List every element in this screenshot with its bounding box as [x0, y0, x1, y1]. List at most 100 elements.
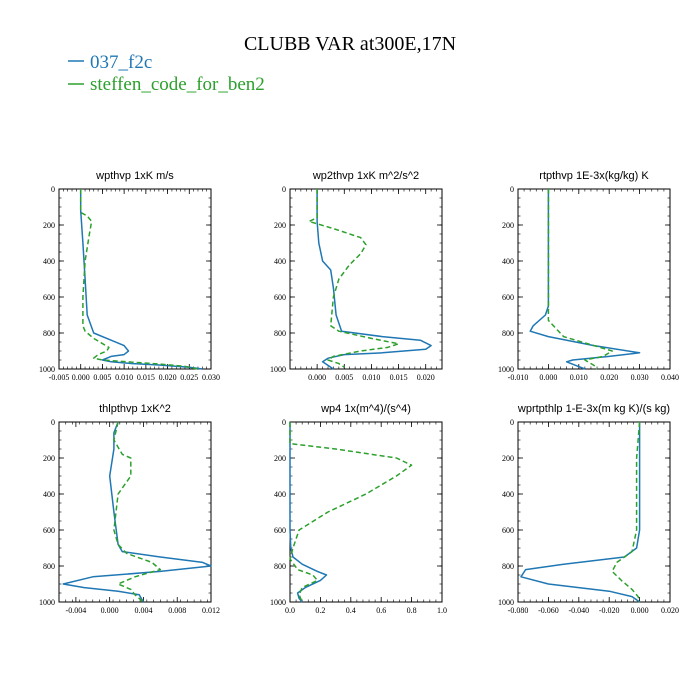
- x-tick-label: 0.030: [631, 373, 649, 382]
- x-tick-label: 0.040: [661, 373, 679, 382]
- series-line-1: [289, 422, 328, 603]
- x-tick-label: 0.000: [539, 373, 557, 382]
- x-tick-label: 0.000: [308, 373, 326, 382]
- plot-frame: [289, 188, 443, 370]
- x-tick-label: -0.020: [599, 606, 620, 615]
- x-tick-label: 0.015: [390, 373, 408, 382]
- y-tick-label: 1000: [270, 365, 286, 374]
- y-tick-label: 1000: [498, 365, 514, 374]
- series-line-1: [62, 421, 212, 603]
- series-line-1: [79, 189, 203, 370]
- x-tick-label: 0.2: [315, 606, 325, 615]
- x-tick-label: -0.004: [66, 606, 87, 615]
- x-tick-label: -0.080: [508, 606, 529, 615]
- y-tick-label: 400: [502, 257, 514, 266]
- panel-title: wprtpthlp 1-E-3x(m kg K)/(s kg): [517, 403, 670, 415]
- x-tick-label: 0.020: [661, 606, 679, 615]
- y-tick-label: 800: [274, 329, 286, 338]
- figure-legend: 037_f2c steffen_code_for_ben2: [68, 52, 265, 95]
- y-tick-label: 600: [502, 526, 514, 535]
- series-line-1: [520, 422, 641, 603]
- panel-title: wp2thvp 1xK m^2/s^2: [312, 170, 419, 182]
- y-tick-label: 800: [43, 329, 55, 338]
- y-tick-label: 400: [274, 490, 286, 499]
- plot-frame: [517, 188, 671, 370]
- x-tick-label: 1.0: [437, 606, 447, 615]
- series-line-2: [611, 421, 641, 603]
- series-line-1: [316, 189, 432, 370]
- series-line-2: [308, 189, 400, 368]
- y-tick-label: 1000: [39, 365, 55, 374]
- y-tick-label: 800: [502, 562, 514, 571]
- x-tick-label: 0.000: [72, 373, 90, 382]
- y-tick-label: 1000: [39, 598, 55, 607]
- x-tick-label: 0.020: [417, 373, 435, 382]
- y-tick-label: 0: [51, 185, 55, 194]
- y-tick-label: 600: [43, 526, 55, 535]
- chart-panel-4: thlpthvp 1xK^2 -0.004 0.000 0.004 0.008 0.012…: [39, 403, 220, 615]
- panel-title: wp4 1x(m^4)/(s^4): [320, 403, 411, 415]
- x-tick-label: 0.005: [93, 373, 111, 382]
- x-tick-label: 0.0: [285, 606, 295, 615]
- y-tick-label: 200: [502, 221, 514, 230]
- figure-title: CLUBB VAR at300E,17N: [244, 33, 456, 55]
- legend-label-1: 037_f2c: [90, 52, 152, 73]
- y-tick-label: 1000: [498, 598, 514, 607]
- chart-panel-1: wpthvp 1xK m/s -0.005 0.000 0.005 0.010 0.015…: [39, 170, 220, 382]
- plot-frame: [517, 421, 671, 603]
- y-tick-label: 200: [274, 454, 286, 463]
- y-tick-label: 0: [282, 185, 286, 194]
- series-line-1: [529, 189, 641, 370]
- y-tick-label: 600: [502, 293, 514, 302]
- x-tick-label: 0.030: [202, 373, 220, 382]
- x-tick-label: 0.012: [202, 606, 220, 615]
- series-line-2: [289, 422, 413, 603]
- y-tick-label: 0: [510, 185, 514, 194]
- plot-frame: [289, 421, 443, 603]
- chart-panel-2: wp2thvp 1xK m^2/s^2 0.000 0.005 0.010 0.015 0…: [270, 170, 443, 382]
- x-tick-label: -0.060: [538, 606, 559, 615]
- series-line-2: [547, 189, 613, 370]
- y-tick-label: 400: [43, 490, 55, 499]
- x-tick-label: -0.005: [49, 373, 70, 382]
- x-tick-label: 0.4: [346, 606, 356, 615]
- x-tick-label: -0.040: [568, 606, 589, 615]
- y-tick-label: 0: [510, 418, 514, 427]
- x-tick-label: 0.005: [335, 373, 353, 382]
- chart-panels: wpthvp 1xK m/s-0.005 0.000 0.005 0.010 0.015…: [39, 170, 679, 615]
- y-tick-label: 600: [43, 293, 55, 302]
- x-tick-label: -0.010: [508, 373, 529, 382]
- y-tick-label: 400: [274, 257, 286, 266]
- chart-panel-6: wprtpthlp 1-E-3x(m kg K)/(s kg) -0.080 -0.…: [498, 403, 679, 615]
- chart-panel-3: rtpthvp 1E-3x(kg/kg) K -0.010 0.000 0.010 0.…: [498, 170, 679, 382]
- y-tick-label: 200: [43, 454, 55, 463]
- x-tick-label: 0.000: [631, 606, 649, 615]
- panel-title: thlpthvp 1xK^2: [99, 403, 171, 415]
- y-tick-label: 400: [43, 257, 55, 266]
- y-tick-label: 0: [51, 418, 55, 427]
- y-tick-label: 800: [502, 329, 514, 338]
- x-tick-label: 0.004: [134, 606, 152, 615]
- x-tick-label: 0.000: [101, 606, 119, 615]
- y-tick-label: 400: [502, 490, 514, 499]
- series-line-2: [79, 189, 199, 370]
- y-tick-label: 0: [282, 418, 286, 427]
- panel-title: wpthvp 1xK m/s: [95, 170, 174, 182]
- y-tick-label: 1000: [270, 598, 286, 607]
- x-tick-label: 0.020: [600, 373, 618, 382]
- x-tick-label: 0.010: [362, 373, 380, 382]
- y-tick-label: 600: [274, 526, 286, 535]
- x-tick-label: 0.010: [570, 373, 588, 382]
- y-tick-label: 200: [502, 454, 514, 463]
- x-tick-label: 0.6: [376, 606, 386, 615]
- y-tick-label: 600: [274, 293, 286, 302]
- y-tick-label: 800: [274, 562, 286, 571]
- x-tick-label: 0.015: [137, 373, 155, 382]
- plot-frame: [58, 421, 212, 603]
- x-tick-label: 0.8: [407, 606, 417, 615]
- x-tick-label: 0.025: [180, 373, 198, 382]
- legend-label-2: steffen_code_for_ben2: [90, 74, 265, 95]
- chart-panel-5: wp4 1x(m^4)/(s^4) 0.0 0.2 0.4 0.6 0.8 1.0 0 200 4…: [270, 403, 447, 615]
- y-tick-label: 800: [43, 562, 55, 571]
